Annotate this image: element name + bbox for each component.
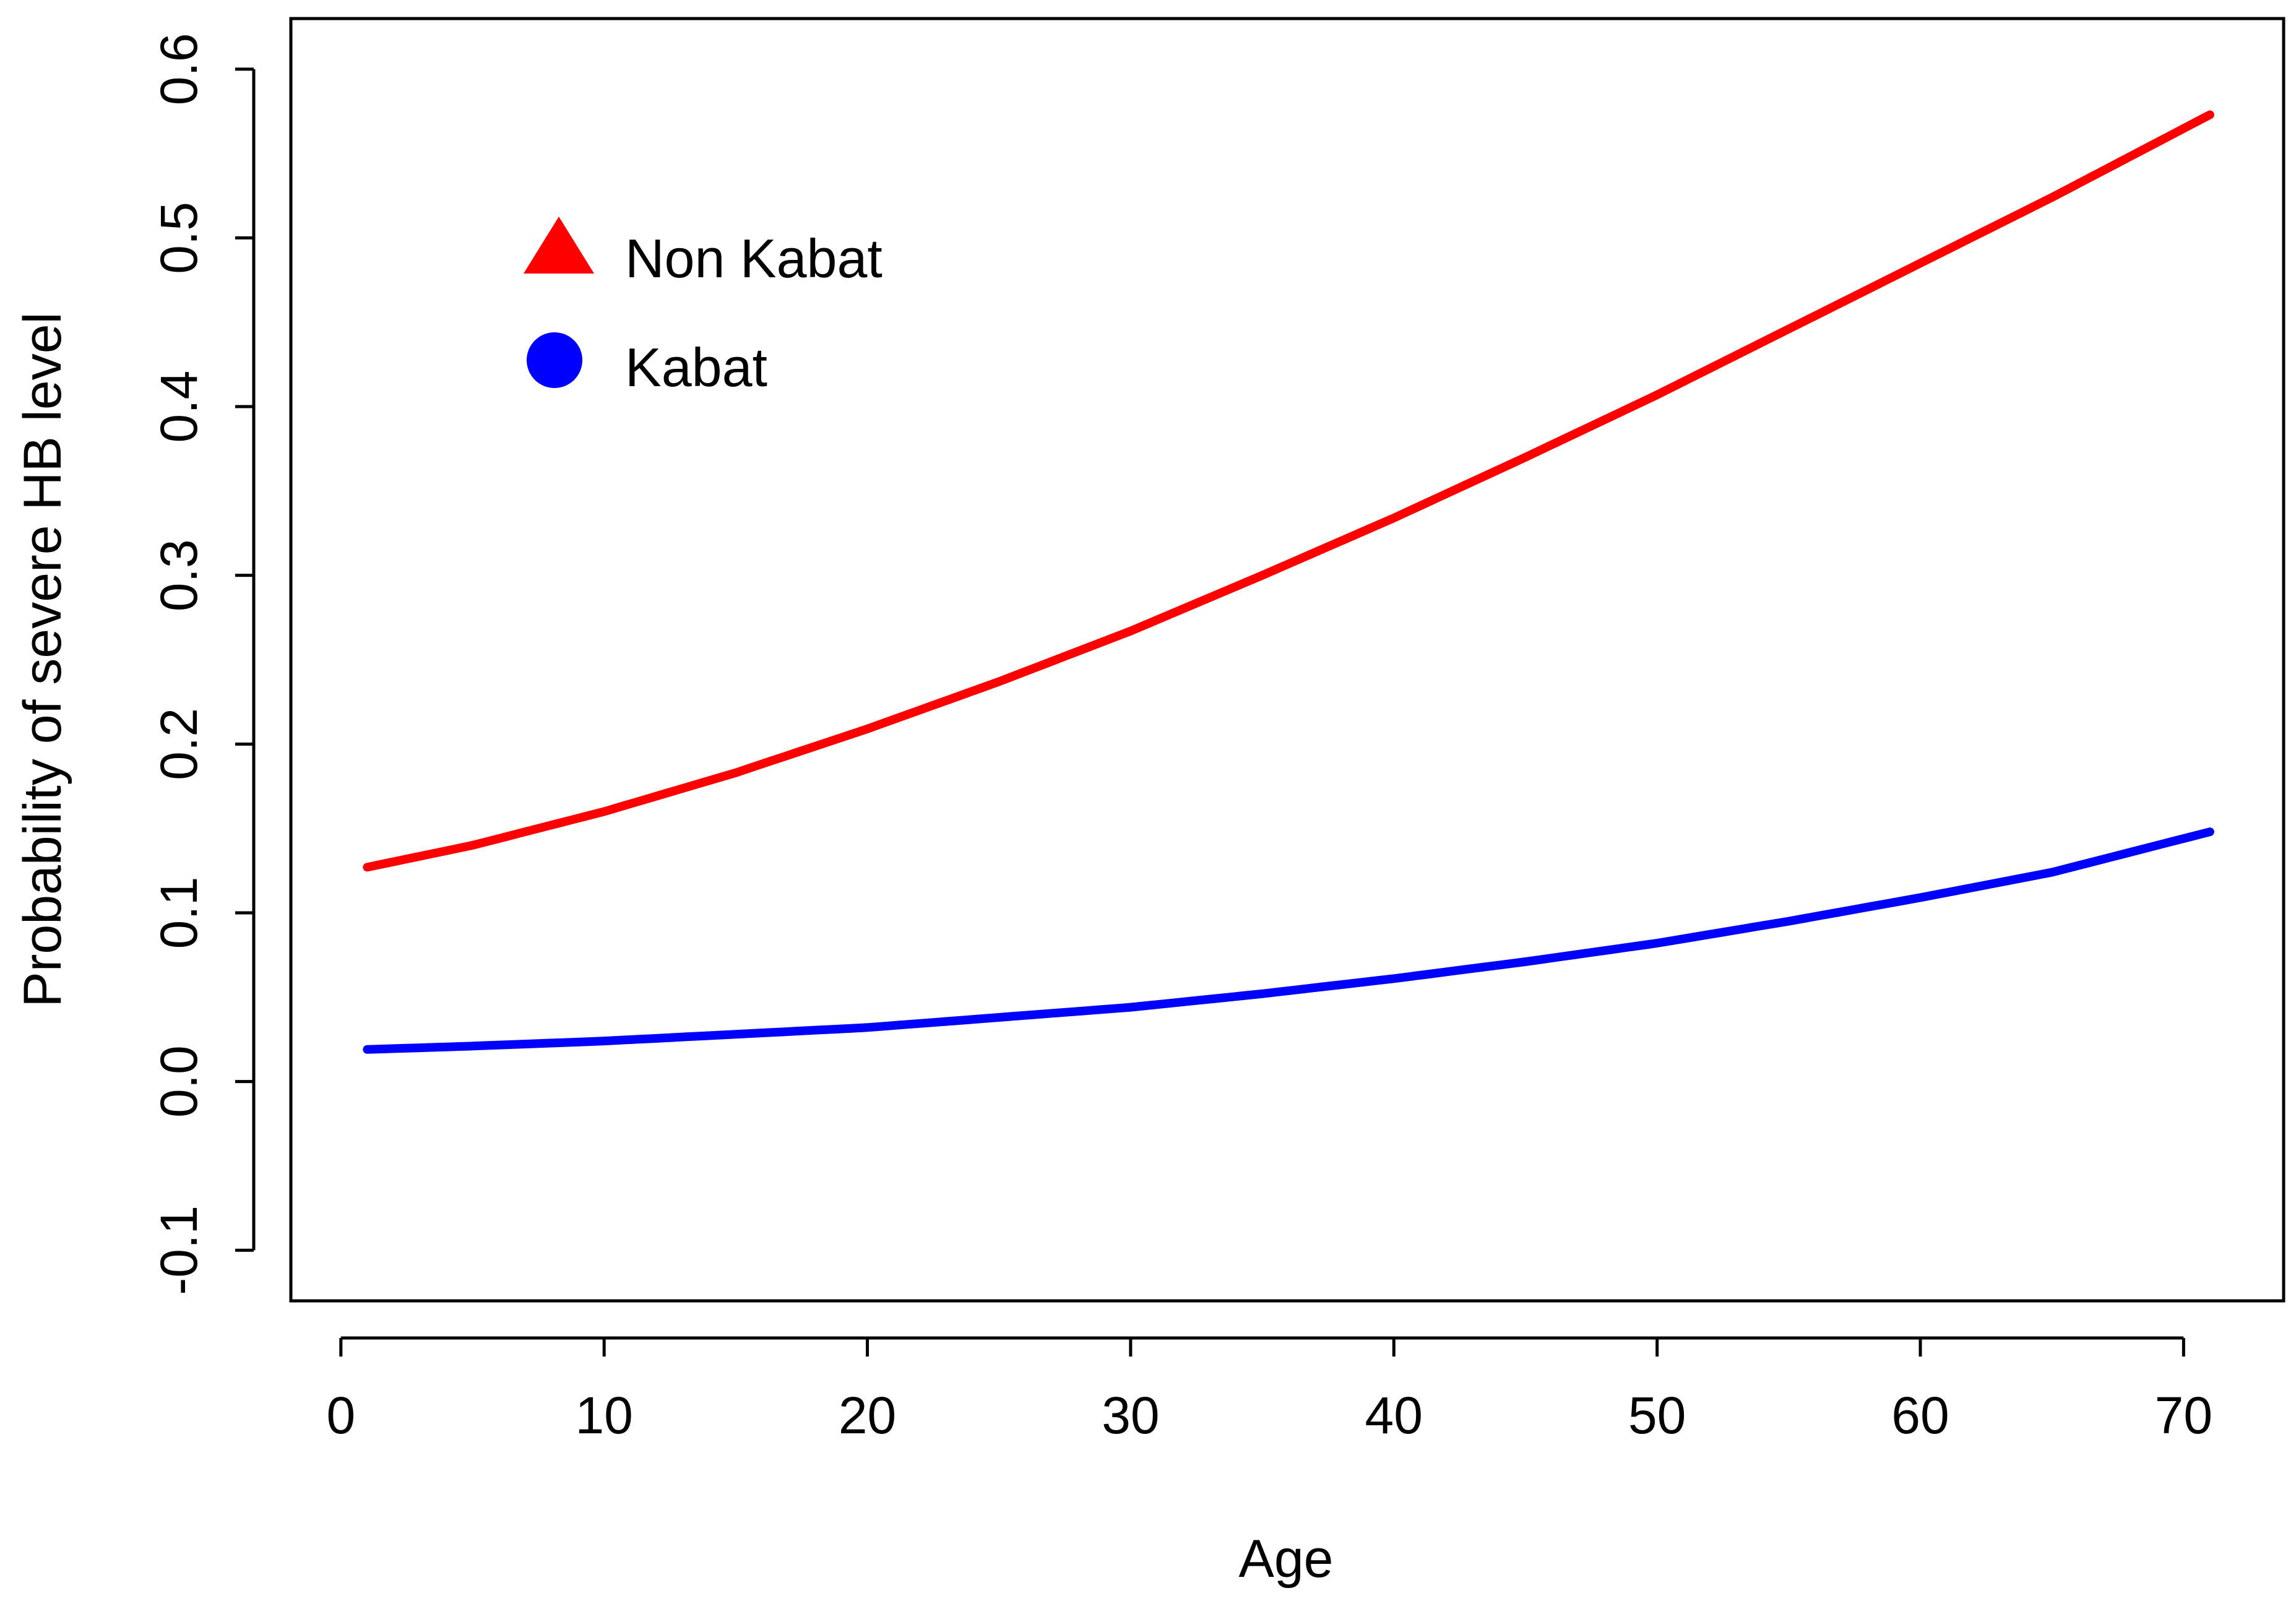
x-tick-label: 0 <box>326 1386 355 1444</box>
series-line-non-kabat <box>363 110 2214 872</box>
x-axis: 0 10 20 30 40 50 60 70 <box>326 1336 2212 1444</box>
x-tick-label: 60 <box>1891 1386 1949 1444</box>
y-tick-label: 0.1 <box>150 877 208 949</box>
y-tick-label: 0.5 <box>150 202 208 274</box>
y-tick-label: 0.2 <box>150 708 208 780</box>
y-tick-label: -0.1 <box>150 1206 208 1295</box>
y-tick-label: 0.3 <box>150 539 208 611</box>
legend-label-non-kabat: Non Kabat <box>625 228 883 289</box>
legend-circle-icon <box>527 332 582 388</box>
series-line-kabat <box>363 827 2214 1054</box>
x-tick-label: 70 <box>2155 1386 2212 1444</box>
x-axis-title: Age <box>1238 1529 1333 1589</box>
x-tick-label: 30 <box>1102 1386 1159 1444</box>
y-tick-label: 0.4 <box>150 371 208 443</box>
x-tick-label: 40 <box>1365 1386 1423 1444</box>
x-tick-label: 50 <box>1628 1386 1686 1444</box>
legend-triangle-icon <box>524 217 594 274</box>
plot-area-frame <box>289 17 2285 1303</box>
x-tick-label: 20 <box>839 1386 896 1444</box>
series-layer <box>363 110 2214 1054</box>
y-axis-title: Probability of severe HB level <box>13 312 72 1007</box>
legend-label-kabat: Kabat <box>625 337 767 398</box>
x-tick-label: 10 <box>575 1386 632 1444</box>
legend: Non Kabat Kabat <box>524 217 883 398</box>
y-tick-label: 0.0 <box>150 1045 208 1118</box>
y-tick-label: 0.6 <box>150 33 208 105</box>
y-axis: -0.1 0.0 0.1 0.2 0.3 0.4 0.5 0.6 <box>150 33 256 1295</box>
